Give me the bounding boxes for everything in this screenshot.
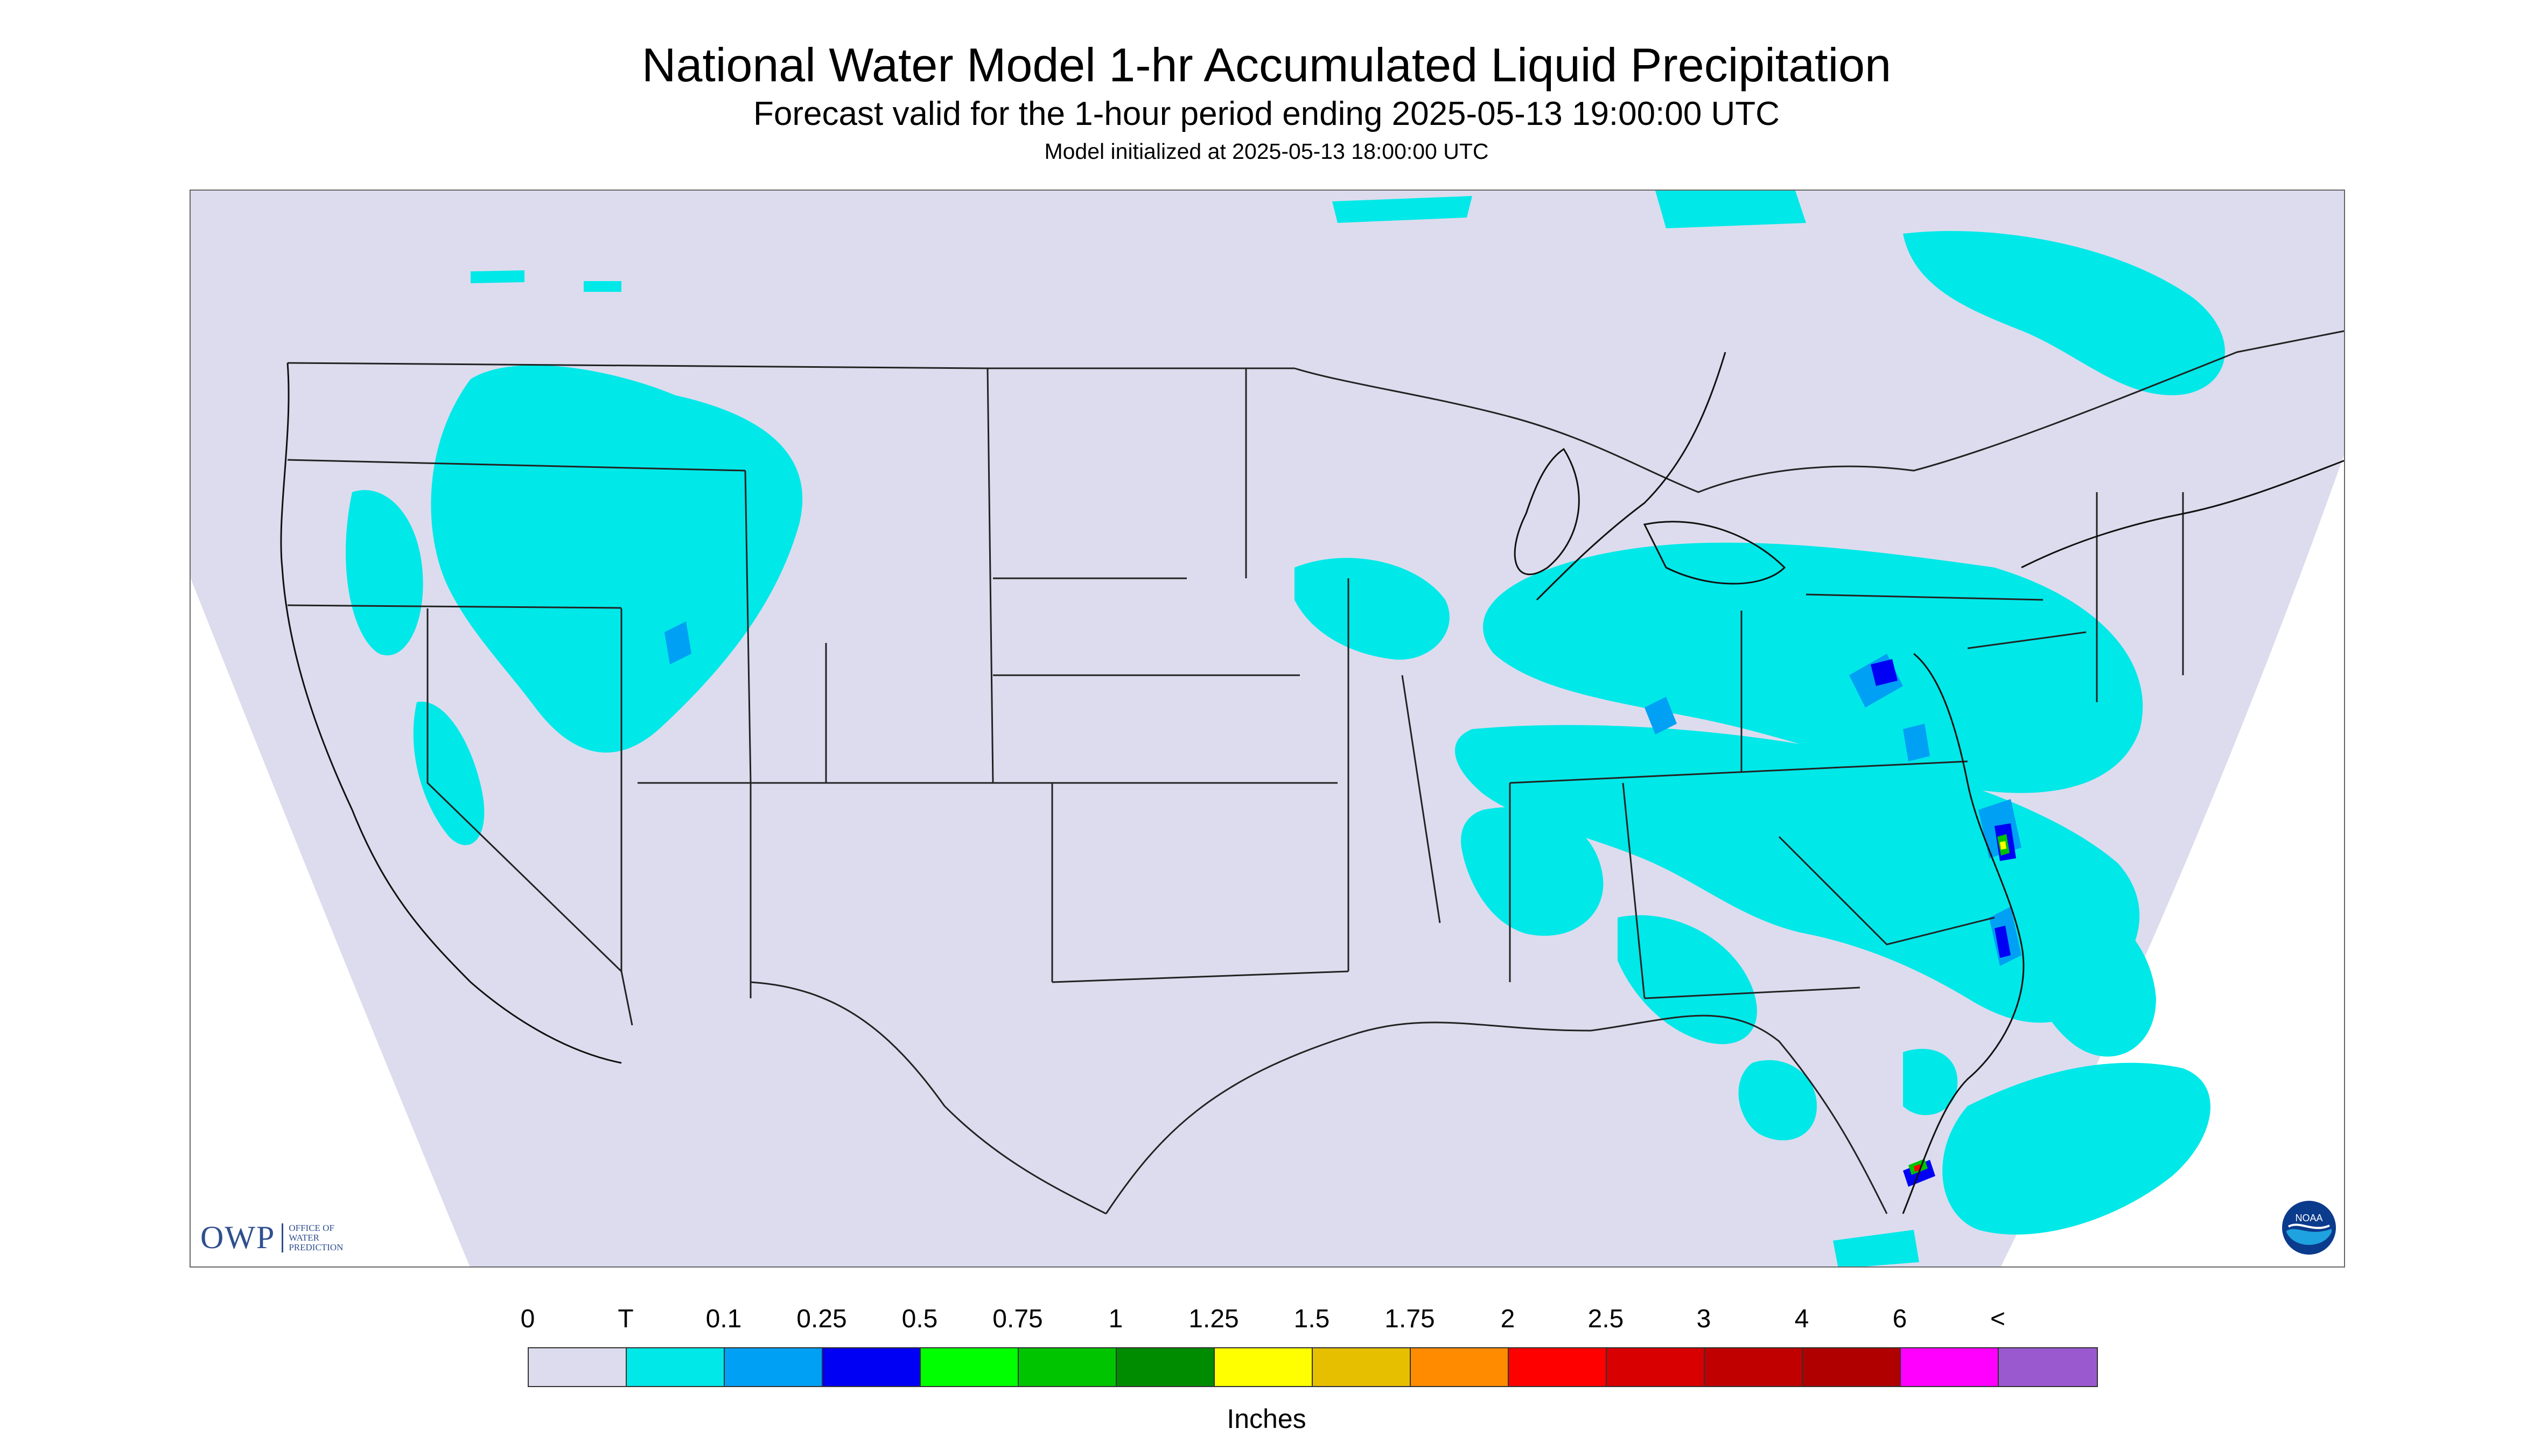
legend-label: 4: [1794, 1305, 1809, 1333]
legend-labels: 0 T 0.1 0.25 0.5 0.75 1 1.25 1.5 1.75 2 2.5 3 4 6 <: [0, 1304, 2533, 1336]
legend-label: 1.5: [1293, 1305, 1330, 1333]
projection-edge-left: [191, 578, 470, 1266]
legend-swatch: [1901, 1348, 1999, 1386]
owp-logo-text: OWP: [200, 1220, 276, 1255]
owp-logo-subtext: Office of Water Prediction: [282, 1223, 343, 1252]
precipitation-map: [190, 190, 2345, 1268]
legend-label: 2.5: [1587, 1305, 1624, 1333]
legend-label: 1.25: [1188, 1305, 1239, 1333]
legend-swatch: [1411, 1348, 1509, 1386]
legend-swatch: [725, 1348, 823, 1386]
boundaries: [287, 330, 2344, 1215]
legend-label: T: [618, 1305, 634, 1333]
model-init-label: Model initialized at 2025-05-13 18:00:00…: [1044, 139, 1489, 164]
legend-swatch: [1215, 1348, 1313, 1386]
map-subtitle: Forecast valid for the 1-hour period end…: [753, 95, 1780, 132]
legend-swatch: [627, 1348, 725, 1386]
legend-label: 1.75: [1384, 1305, 1435, 1333]
precip-trace-areas: [346, 191, 2225, 1266]
legend-label: 0.5: [901, 1305, 938, 1333]
legend-label: <: [1990, 1305, 2006, 1333]
legend-swatch: [529, 1348, 627, 1386]
legend-swatch: [823, 1348, 921, 1386]
legend-swatch: [1313, 1348, 1411, 1386]
legend-label: 0.75: [992, 1305, 1043, 1333]
legend-label: 2: [1500, 1305, 1515, 1333]
legend-swatch: [921, 1348, 1019, 1386]
coastlines: [280, 352, 2344, 1214]
legend-swatch: [1803, 1348, 1901, 1386]
legend-color-bar: [528, 1347, 2098, 1387]
legend-label: 0.25: [796, 1305, 847, 1333]
noaa-logo: NOAA: [2282, 1201, 2336, 1255]
legend-swatch: [1509, 1348, 1607, 1386]
legend-label: 0.1: [705, 1305, 742, 1333]
legend-swatch: [1019, 1348, 1117, 1386]
legend-swatch: [1607, 1348, 1705, 1386]
legend-label: 6: [1892, 1305, 1907, 1333]
legend-label: 1: [1108, 1305, 1123, 1333]
owp-logo: OWP Office of Water Prediction: [200, 1219, 343, 1256]
map-canvas: [191, 191, 2344, 1266]
legend-label: 0: [520, 1305, 535, 1333]
legend-swatch: [1705, 1348, 1803, 1386]
legend-swatch: [1999, 1348, 2097, 1386]
projection-edge-right: [2000, 455, 2344, 1266]
legend-label: 3: [1696, 1305, 1711, 1333]
legend-swatch: [1117, 1348, 1215, 1386]
noaa-logo-text: NOAA: [2295, 1213, 2322, 1223]
legend-units: Inches: [1227, 1404, 1306, 1434]
map-title: National Water Model 1-hr Accumulated Li…: [641, 38, 1892, 92]
